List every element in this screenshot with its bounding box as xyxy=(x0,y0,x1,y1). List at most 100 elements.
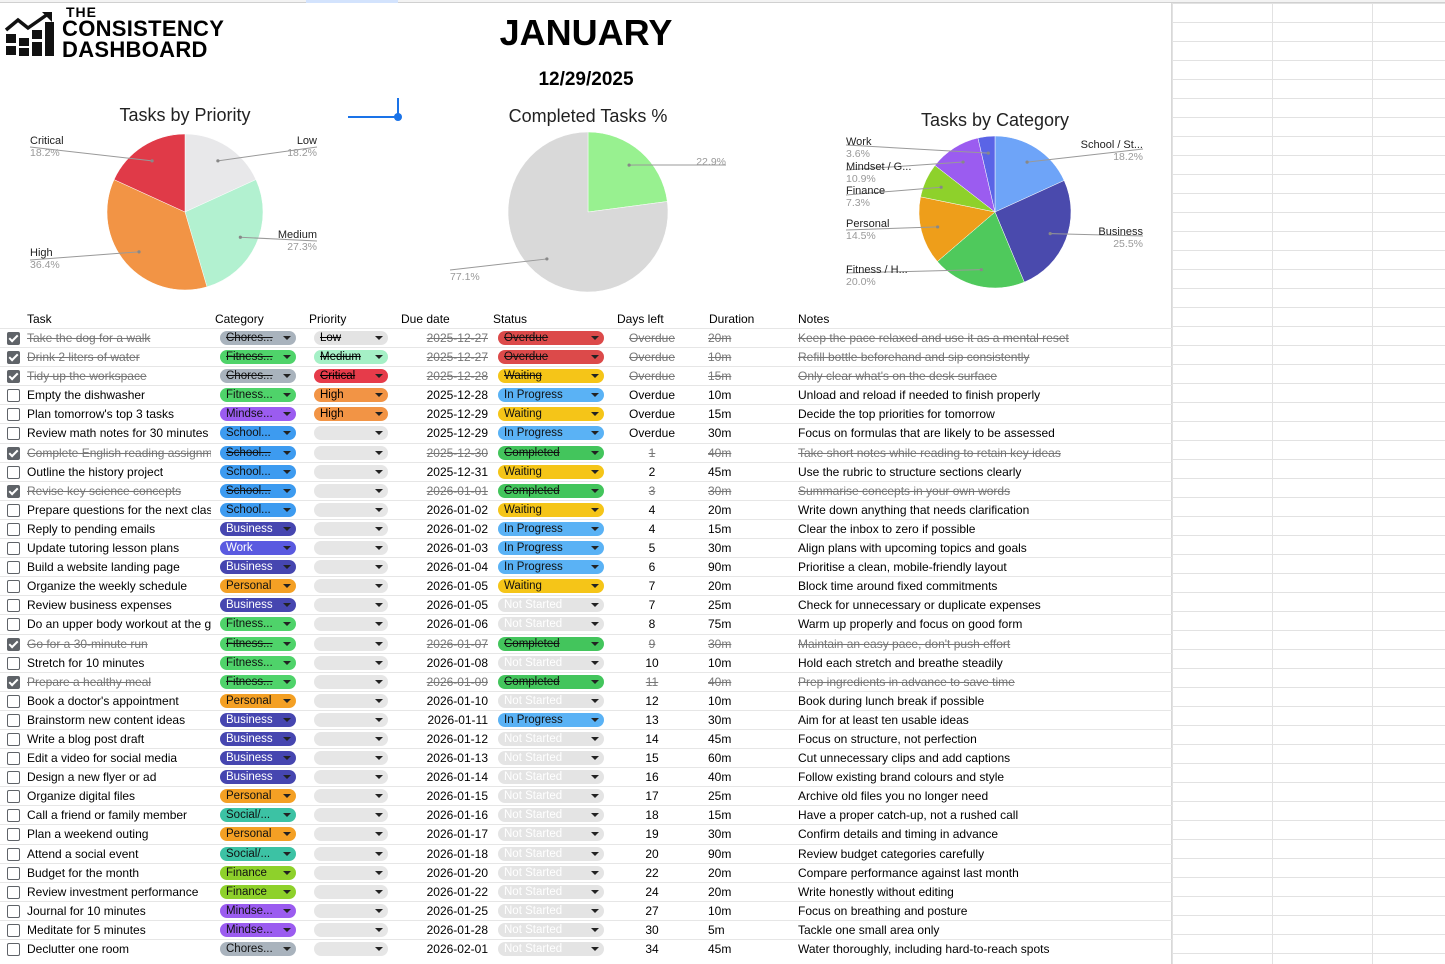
priority-slice-2[interactable] xyxy=(106,179,208,291)
category-dropdown[interactable]: Personal xyxy=(220,579,296,594)
priority-dropdown[interactable] xyxy=(314,789,388,804)
status-dropdown[interactable]: Not Started xyxy=(498,751,604,766)
status-dropdown[interactable]: Completed xyxy=(498,674,604,689)
category-dropdown[interactable]: Finance xyxy=(220,865,296,880)
priority-dropdown[interactable] xyxy=(314,693,388,708)
status-dropdown[interactable]: Waiting xyxy=(498,407,604,422)
priority-dropdown[interactable]: Medium xyxy=(314,350,388,365)
category-dropdown[interactable]: Business xyxy=(220,521,296,536)
priority-dropdown[interactable] xyxy=(314,865,388,880)
status-dropdown[interactable]: Not Started xyxy=(498,617,604,632)
done-checkbox[interactable] xyxy=(7,542,20,556)
priority-dropdown[interactable] xyxy=(314,731,388,746)
done-checkbox[interactable] xyxy=(7,503,20,517)
done-checkbox[interactable] xyxy=(7,694,20,708)
category-dropdown[interactable]: School... xyxy=(220,426,296,441)
done-checkbox[interactable] xyxy=(7,389,20,403)
category-dropdown[interactable]: School... xyxy=(220,483,296,498)
category-dropdown[interactable]: Mindse... xyxy=(220,903,296,918)
status-dropdown[interactable]: In Progress xyxy=(498,426,604,441)
done-checkbox[interactable] xyxy=(7,465,20,479)
done-checkbox[interactable] xyxy=(7,904,20,918)
category-dropdown[interactable]: Mindse... xyxy=(220,922,296,937)
category-dropdown[interactable]: Fitness... xyxy=(220,388,296,403)
priority-slice-0[interactable] xyxy=(184,133,257,213)
category-slice-0[interactable] xyxy=(994,135,1065,213)
priority-dropdown[interactable] xyxy=(314,521,388,536)
priority-dropdown[interactable] xyxy=(314,884,388,899)
category-slice-1[interactable] xyxy=(994,180,1072,283)
priority-dropdown[interactable] xyxy=(314,560,388,575)
category-dropdown[interactable]: Social/... xyxy=(220,808,296,823)
done-checkbox[interactable] xyxy=(7,408,20,422)
priority-dropdown[interactable] xyxy=(314,770,388,785)
category-dropdown[interactable]: Business xyxy=(220,751,296,766)
status-dropdown[interactable]: Waiting xyxy=(498,464,604,479)
category-dropdown[interactable]: Fitness... xyxy=(220,674,296,689)
status-dropdown[interactable]: Waiting xyxy=(498,369,604,384)
priority-dropdown[interactable]: High xyxy=(314,407,388,422)
priority-dropdown[interactable] xyxy=(314,426,388,441)
done-checkbox[interactable] xyxy=(7,656,20,670)
cell-selection[interactable] xyxy=(348,98,402,121)
category-slice-6[interactable] xyxy=(977,135,996,213)
category-dropdown[interactable]: Business xyxy=(220,598,296,613)
category-dropdown[interactable]: Business xyxy=(220,712,296,727)
done-checkbox[interactable] xyxy=(7,484,20,498)
status-dropdown[interactable]: Not Started xyxy=(498,693,604,708)
category-dropdown[interactable]: Fitness... xyxy=(220,636,296,651)
status-dropdown[interactable]: Not Started xyxy=(498,922,604,937)
priority-dropdown[interactable] xyxy=(314,808,388,823)
done-checkbox[interactable] xyxy=(7,351,20,365)
priority-dropdown[interactable] xyxy=(314,846,388,861)
done-checkbox[interactable] xyxy=(7,752,20,766)
done-checkbox[interactable] xyxy=(7,771,20,785)
status-dropdown[interactable]: In Progress xyxy=(498,541,604,556)
priority-dropdown[interactable] xyxy=(314,502,388,517)
category-dropdown[interactable]: Personal xyxy=(220,827,296,842)
status-dropdown[interactable]: Completed xyxy=(498,445,604,460)
status-dropdown[interactable]: Not Started xyxy=(498,655,604,670)
done-checkbox[interactable] xyxy=(7,522,20,536)
priority-dropdown[interactable] xyxy=(314,674,388,689)
category-dropdown[interactable]: School... xyxy=(220,445,296,460)
status-dropdown[interactable]: Completed xyxy=(498,483,604,498)
category-dropdown[interactable]: Fitness... xyxy=(220,617,296,632)
priority-dropdown[interactable] xyxy=(314,655,388,670)
done-checkbox[interactable] xyxy=(7,713,20,727)
done-checkbox[interactable] xyxy=(7,885,20,899)
priority-dropdown[interactable] xyxy=(314,598,388,613)
status-dropdown[interactable]: Not Started xyxy=(498,865,604,880)
status-dropdown[interactable]: Completed xyxy=(498,636,604,651)
done-checkbox[interactable] xyxy=(7,809,20,823)
category-dropdown[interactable]: Chores... xyxy=(220,369,296,384)
priority-dropdown[interactable] xyxy=(314,942,388,956)
done-checkbox[interactable] xyxy=(7,675,20,689)
status-dropdown[interactable]: In Progress xyxy=(498,560,604,575)
priority-dropdown[interactable] xyxy=(314,922,388,937)
done-checkbox[interactable] xyxy=(7,599,20,613)
done-checkbox[interactable] xyxy=(7,923,20,937)
priority-dropdown[interactable]: High xyxy=(314,388,388,403)
priority-dropdown[interactable] xyxy=(314,636,388,651)
done-checkbox[interactable] xyxy=(7,828,20,842)
done-checkbox[interactable] xyxy=(7,866,20,880)
priority-dropdown[interactable] xyxy=(314,541,388,556)
done-checkbox[interactable] xyxy=(7,370,20,384)
done-checkbox[interactable] xyxy=(7,943,20,956)
status-dropdown[interactable]: Not Started xyxy=(498,770,604,785)
done-checkbox[interactable] xyxy=(7,618,20,632)
chart-completed-tasks[interactable]: Completed Tasks % 22.9% 77.1% xyxy=(440,98,736,296)
status-dropdown[interactable]: Not Started xyxy=(498,846,604,861)
category-dropdown[interactable]: Mindse... xyxy=(220,407,296,422)
done-checkbox[interactable] xyxy=(7,580,20,594)
status-dropdown[interactable]: Not Started xyxy=(498,942,604,956)
status-dropdown[interactable]: Waiting xyxy=(498,579,604,594)
status-dropdown[interactable]: Not Started xyxy=(498,903,604,918)
category-dropdown[interactable]: Business xyxy=(220,560,296,575)
category-dropdown[interactable]: School... xyxy=(220,464,296,479)
done-checkbox[interactable] xyxy=(7,561,20,575)
priority-dropdown[interactable] xyxy=(314,617,388,632)
status-dropdown[interactable]: Not Started xyxy=(498,884,604,899)
priority-dropdown[interactable]: Critical xyxy=(314,369,388,384)
